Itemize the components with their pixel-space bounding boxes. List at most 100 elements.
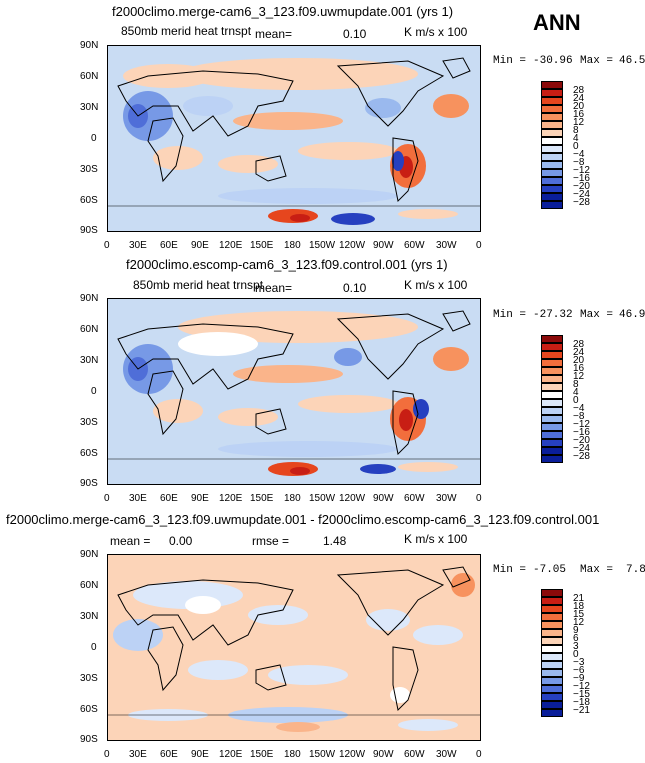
x-tick-label: 60E: [160, 240, 178, 251]
y-tick-label: 60S: [80, 448, 98, 459]
map-plot: [107, 45, 481, 232]
x-tick-label: 120W: [339, 493, 366, 504]
colorbar-box: [541, 129, 563, 137]
y-tick-label: 60N: [80, 580, 99, 591]
colorbar-box: [541, 367, 563, 375]
x-tick-label: 30W: [436, 240, 457, 251]
y-tick-label: 30S: [80, 417, 98, 428]
colorbar-box: [541, 637, 563, 645]
y-tick-label: 90N: [80, 40, 99, 51]
x-tick-label: 180: [284, 749, 301, 760]
colorbar-label: −4: [573, 403, 585, 414]
y-tick-label: 90N: [80, 549, 99, 560]
min-label: Min =: [493, 309, 527, 321]
y-tick-label: 0: [91, 386, 97, 397]
colorbar-label: 16: [573, 109, 585, 120]
colorbar-label: 28: [573, 85, 585, 96]
y-tick-label: 30N: [80, 102, 99, 113]
colorbar-label: 0: [573, 395, 579, 406]
x-tick-label: 120W: [339, 240, 366, 251]
mean-label: mean=: [255, 281, 293, 295]
y-tick-label: 90S: [80, 225, 98, 236]
colorbar-label: 6: [573, 633, 579, 644]
colorbar-box: [541, 439, 563, 447]
x-tick-label: 120W: [339, 749, 366, 760]
colorbar-label: 24: [573, 347, 585, 358]
y-tick-label: 0: [91, 133, 97, 144]
colorbar-box: [541, 161, 563, 169]
min-value: -7.05: [533, 564, 567, 576]
y-tick-label: 60S: [80, 195, 98, 206]
panel-title: f2000climo.merge-cam6_3_123.f09.uwmupdat…: [6, 512, 600, 527]
colorbar-box: [541, 685, 563, 693]
y-tick-label: 60S: [80, 704, 98, 715]
max-label: Max =: [580, 309, 614, 321]
panel-title: f2000climo.escomp-cam6_3_123.f09.control…: [126, 257, 448, 272]
min-value: -30.96: [533, 55, 573, 67]
x-tick-label: 90E: [191, 749, 209, 760]
x-tick-label: 150W: [309, 493, 336, 504]
units-label: K m/s x 100: [404, 278, 468, 292]
colorbar-label: 9: [573, 625, 579, 636]
units-label: K m/s x 100: [404, 25, 468, 39]
colorbar-label: 0: [573, 141, 579, 152]
x-tick-label: 180: [284, 493, 301, 504]
y-tick-label: 30S: [80, 164, 98, 175]
colorbar-box: [541, 669, 563, 677]
max-value: 46.94: [619, 309, 645, 321]
colorbar-box: [541, 153, 563, 161]
colorbar-box: [541, 447, 563, 455]
colorbar-label: −3: [573, 657, 585, 668]
min-label: Min =: [493, 564, 527, 576]
x-tick-label: 0: [476, 493, 482, 504]
colorbar-box: [541, 407, 563, 415]
mean-value: 0.10: [343, 27, 367, 41]
colorbar-box: [541, 621, 563, 629]
colorbar-label: −8: [573, 411, 585, 422]
max-value: 7.89: [626, 564, 645, 576]
colorbar-label: 16: [573, 363, 585, 374]
colorbar-box: [541, 431, 563, 439]
x-tick-label: 0: [104, 493, 110, 504]
colorbar-box: [541, 677, 563, 685]
variable-label: 850mb merid heat trnspt: [121, 24, 252, 38]
x-tick-label: 60E: [160, 749, 178, 760]
colorbar-label: −28: [573, 451, 590, 462]
colorbar-label: −6: [573, 665, 585, 676]
x-tick-label: 60W: [404, 240, 425, 251]
colorbar-label: 8: [573, 125, 579, 136]
y-tick-label: 90S: [80, 734, 98, 745]
colorbar-label: −12: [573, 681, 590, 692]
colorbar-box: [541, 661, 563, 669]
x-tick-label: 30W: [436, 493, 457, 504]
colorbar-box: [541, 375, 563, 383]
colorbar-box: [541, 423, 563, 431]
panel-title: f2000climo.merge-cam6_3_123.f09.uwmupdat…: [112, 4, 454, 19]
x-tick-label: 90E: [191, 493, 209, 504]
x-tick-label: 60E: [160, 493, 178, 504]
colorbar-box: [541, 709, 563, 717]
variable-label: 850mb merid heat trnspt: [133, 278, 264, 292]
colorbar-label: 0: [573, 649, 579, 660]
colorbar-label: 4: [573, 387, 579, 398]
colorbar-label: 12: [573, 617, 585, 628]
y-tick-label: 90N: [80, 293, 99, 304]
colorbar-box: [541, 97, 563, 105]
colorbar-box: [541, 391, 563, 399]
x-tick-label: 30W: [436, 749, 457, 760]
season-label: ANN: [533, 10, 581, 35]
x-tick-label: 90W: [373, 493, 394, 504]
colorbar-label: −20: [573, 435, 590, 446]
colorbar-label: 8: [573, 379, 579, 390]
colorbar-label: −16: [573, 427, 590, 438]
x-tick-label: 150W: [309, 749, 336, 760]
y-tick-label: 30N: [80, 611, 99, 622]
colorbar-label: −12: [573, 165, 590, 176]
colorbar-label: −16: [573, 173, 590, 184]
map-plot: [107, 554, 481, 741]
colorbar-label: −4: [573, 149, 585, 160]
x-tick-label: 0: [104, 749, 110, 760]
x-tick-label: 60W: [404, 749, 425, 760]
colorbar-label: 15: [573, 609, 585, 620]
colorbar-label: 4: [573, 133, 579, 144]
